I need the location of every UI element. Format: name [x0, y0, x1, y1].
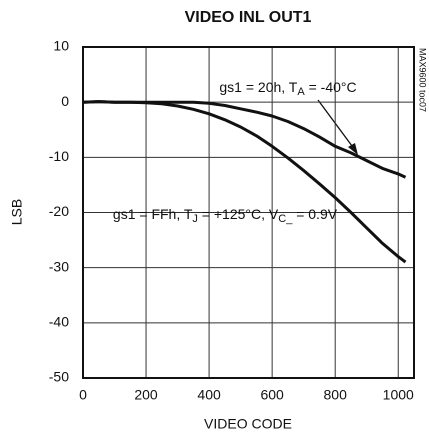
- y-tick-label: -30: [49, 258, 69, 274]
- annotation-subscript: J: [192, 213, 198, 225]
- figure-id: MAX9600 toc07: [418, 48, 428, 112]
- data-line: [82, 100, 407, 264]
- x-tick-label: 800: [324, 387, 348, 403]
- x-tick-label: 0: [79, 387, 87, 403]
- x-tick-label: 600: [260, 387, 284, 403]
- y-tick-label: -40: [49, 314, 69, 330]
- annotation-text: = 0.9V: [292, 206, 337, 222]
- data-line: [82, 100, 407, 179]
- chart-title: VIDEO INL OUT1: [185, 9, 312, 26]
- y-axis-label: LSB: [9, 199, 25, 225]
- x-tick-label: 400: [197, 387, 221, 403]
- x-tick-label: 1000: [383, 387, 414, 403]
- x-axis-label: VIDEO CODE: [204, 416, 292, 432]
- annotation-text: = -40°C: [305, 79, 357, 95]
- y-tick-label: 10: [53, 38, 69, 54]
- annotation-text: gs1 = FFh, T: [113, 206, 193, 222]
- annotation-text: gs1 = 20h, T: [219, 79, 297, 95]
- plot-frame: [82, 46, 415, 379]
- y-tick-label: -50: [49, 369, 69, 385]
- annotation-subscript: A: [297, 86, 305, 98]
- annotation-subscript: C_: [278, 213, 293, 225]
- arrow: [317, 99, 356, 151]
- y-tick-label: -10: [49, 148, 69, 164]
- annotation: gs1 = FFh, TJ = +125°C, VC_ = 0.9V: [113, 206, 338, 225]
- y-tick-label: 0: [61, 93, 69, 109]
- y-tick-label: -20: [49, 203, 69, 219]
- arrow-head: [348, 143, 358, 155]
- x-tick-label: 200: [134, 387, 158, 403]
- annotation-text: = +125°C, V: [198, 206, 279, 222]
- annotation: gs1 = 20h, TA = -40°C: [219, 79, 356, 98]
